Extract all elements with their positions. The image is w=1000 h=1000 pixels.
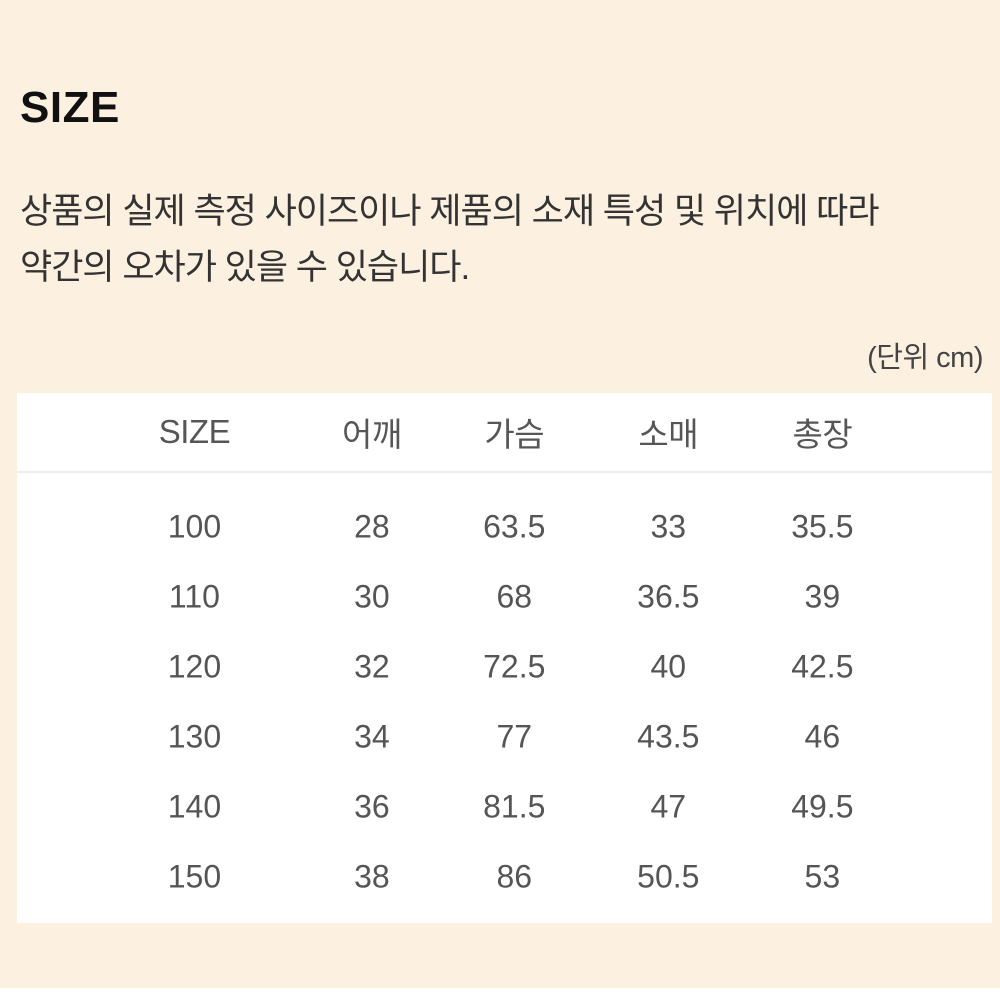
table-cell: 50.5	[637, 858, 700, 895]
table-row: 140 36 81.5 47 49.5	[17, 772, 992, 842]
table-cell: 46	[804, 718, 841, 755]
table-cell: 39	[804, 578, 841, 615]
size-description-line-1: 상품의 실제 측정 사이즈이나 제품의 소재 특성 및 위치에 따라	[20, 192, 880, 231]
table-body: 100 28 63.5 33 35.5 110 30 68 36.5 39 12…	[17, 473, 992, 912]
table-cell: 110	[168, 578, 220, 615]
table-cell: 30	[354, 578, 390, 615]
table-row: 130 34 77 43.5 46	[17, 702, 992, 772]
table-cell: 43.5	[637, 718, 700, 755]
size-description-line-2: 약간의 오차가 있을 수 있습니다.	[20, 248, 470, 287]
table-row: 110 30 68 36.5 39	[17, 562, 992, 632]
header-cell-sleeve: 소매	[638, 416, 699, 453]
header-cell-chest: 가슴	[484, 416, 545, 453]
table-cell: 150	[167, 858, 222, 895]
table-cell: 81.5	[483, 788, 546, 825]
table-cell: 28	[354, 508, 390, 545]
header-cell-shoulder: 어깨	[342, 416, 402, 453]
table-cell: 35.5	[791, 508, 854, 545]
table-cell: 130	[167, 718, 222, 755]
unit-label: (단위 cm)	[867, 342, 983, 374]
table-cell: 36	[354, 788, 390, 825]
table-row: 100 28 63.5 33 35.5	[17, 492, 992, 562]
table-cell: 72.5	[483, 648, 546, 685]
table-cell: 86	[496, 858, 533, 895]
size-description: 상품의 실제 측정 사이즈이나 제품의 소재 특성 및 위치에 따라 약간의 오…	[20, 184, 880, 296]
table-cell: 68	[496, 578, 533, 615]
table-row: 120 32 72.5 40 42.5	[17, 632, 992, 702]
table-cell: 34	[354, 718, 390, 755]
table-cell: 36.5	[637, 578, 700, 615]
table-row: 150 38 86 50.5 53	[17, 842, 992, 912]
table-cell: 120	[167, 648, 222, 685]
table-cell: 47	[650, 788, 687, 825]
table-cell: 63.5	[483, 508, 546, 545]
page-title: SIZE	[20, 83, 120, 132]
table-cell: 53	[804, 858, 841, 895]
header-cell-size: SIZE	[158, 413, 231, 450]
table-cell: 42.5	[791, 648, 854, 685]
table-header-row: SIZE 어깨 가슴 소매 총장	[17, 393, 992, 471]
table-cell: 38	[354, 858, 390, 895]
table-cell: 40	[650, 648, 687, 685]
header-cell-length: 총장	[792, 416, 853, 453]
table-cell: 32	[354, 648, 390, 685]
size-table: SIZE 어깨 가슴 소매 총장 100 28 63.5 33 35.5 110…	[17, 393, 992, 923]
table-cell: 100	[167, 508, 222, 545]
header-divider	[17, 471, 992, 473]
table-cell: 49.5	[791, 788, 854, 825]
table-cell: 140	[167, 788, 222, 825]
table-cell: 77	[496, 718, 533, 755]
table-cell: 33	[650, 508, 687, 545]
